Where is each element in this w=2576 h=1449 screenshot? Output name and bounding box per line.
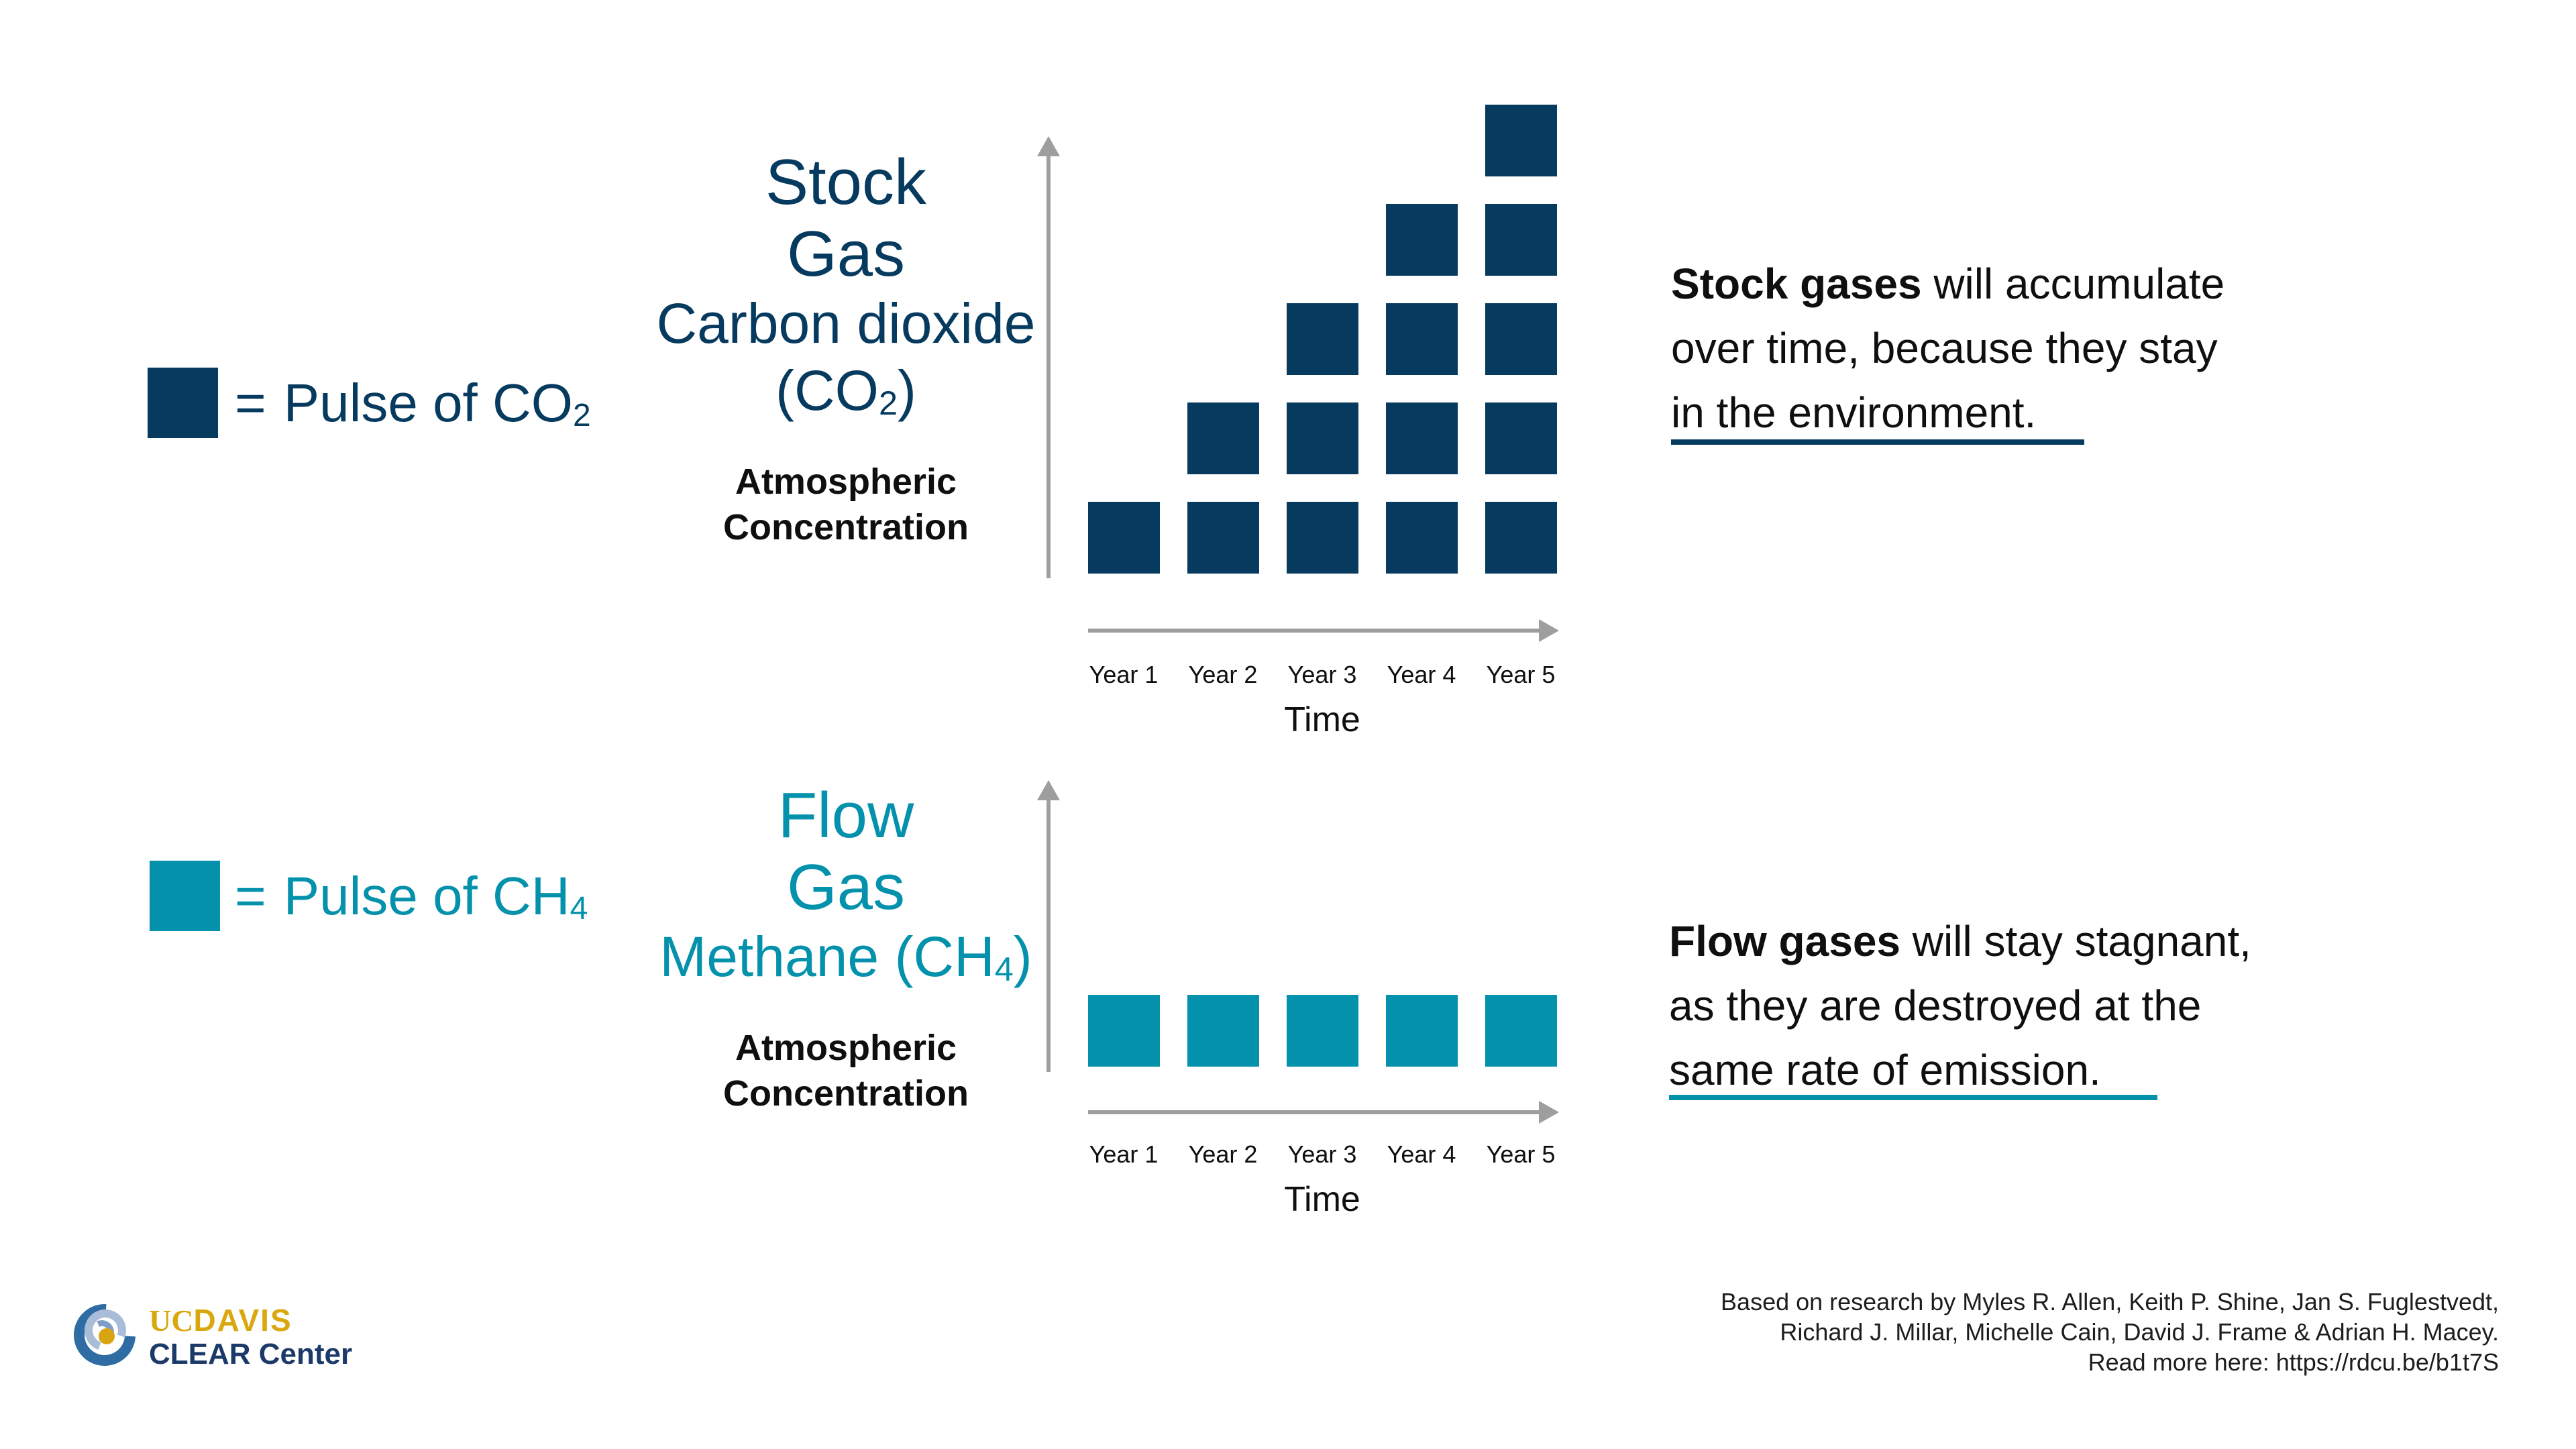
unit-square xyxy=(1187,502,1259,574)
year-tick-label: Year 2 xyxy=(1188,661,1258,688)
unit-square xyxy=(1485,105,1557,176)
stock-x-axis-arrowhead-icon xyxy=(1539,619,1559,642)
flow-x-axis-tick-labels: Year 1 Year 2 Year 3 Year 4 Year 5 xyxy=(1074,1140,1570,1169)
unit-square xyxy=(1386,303,1458,375)
ucdavis-clear-center-logo: UCDAVIS CLEAR Center xyxy=(61,1291,352,1379)
stock-title-line2: Gas xyxy=(786,218,906,290)
unit-square xyxy=(1386,402,1458,474)
year-tick-label: Year 3 xyxy=(1287,1140,1357,1168)
unit-square xyxy=(1386,995,1458,1067)
square-column xyxy=(1287,303,1358,574)
unit-square xyxy=(1485,204,1557,276)
year-tick-label: Year 4 xyxy=(1387,661,1456,688)
unit-square xyxy=(1485,402,1557,474)
flow-y-axis-arrowhead-icon xyxy=(1037,780,1060,800)
stock-gas-formula: (CO2) xyxy=(775,359,916,423)
unit-square xyxy=(1187,402,1259,474)
flow-gas-name: Methane (CH4) xyxy=(659,925,1032,989)
stock-y-axis xyxy=(1046,154,1051,578)
flow-description-underline xyxy=(1669,1095,2157,1100)
square-column xyxy=(1088,995,1160,1067)
logo-wordmark: UCDAVIS CLEAR Center xyxy=(149,1304,352,1372)
flow-y-axis xyxy=(1046,798,1051,1072)
square-column xyxy=(1187,402,1259,574)
clear-center-wordmark: CLEAR Center xyxy=(149,1338,353,1371)
citation-line2: Richard J. Millar, Michelle Cain, David … xyxy=(1780,1318,2499,1346)
square-column xyxy=(1386,204,1458,574)
flow-title-line2: Gas xyxy=(786,851,906,923)
stock-gas-name: Carbon dioxide xyxy=(656,292,1036,355)
flow-x-axis xyxy=(1088,1110,1539,1114)
year-tick-label: Year 5 xyxy=(1486,661,1556,688)
year-tick-label: Year 2 xyxy=(1188,1140,1258,1168)
co2-legend-label: = Pulse of CO2 xyxy=(235,373,591,433)
unit-square xyxy=(1386,502,1458,574)
unit-square xyxy=(1287,402,1358,474)
flow-x-axis-title: Time xyxy=(1284,1180,1360,1219)
unit-square xyxy=(1485,995,1557,1067)
year-tick-label: Year 1 xyxy=(1089,661,1159,688)
unit-square xyxy=(1287,303,1358,375)
unit-square xyxy=(1287,502,1358,574)
ucdavis-wordmark: UCDAVIS xyxy=(149,1303,292,1338)
year-tick-label: Year 5 xyxy=(1486,1140,1556,1168)
ch4-legend-label: = Pulse of CH4 xyxy=(235,866,588,926)
flow-chart-squares xyxy=(1088,995,1557,1067)
stock-chart-squares xyxy=(1088,105,1557,574)
co2-legend-swatch xyxy=(148,368,218,438)
citation-line3: Read more here: https://rdcu.be/b1t7S xyxy=(2088,1348,2499,1376)
unit-square xyxy=(1386,204,1458,276)
stock-x-axis-title: Time xyxy=(1284,700,1360,739)
year-tick-label: Year 4 xyxy=(1387,1140,1456,1168)
stock-y-axis-label: Atmospheric Concentration xyxy=(722,462,969,547)
square-column xyxy=(1386,995,1458,1067)
stock-y-axis-arrowhead-icon xyxy=(1037,136,1060,156)
flow-y-axis-label: Atmospheric Concentration xyxy=(722,1028,969,1114)
square-column xyxy=(1485,995,1557,1067)
equals-sign: = xyxy=(235,866,266,926)
citation: Based on research by Myles R. Allen, Kei… xyxy=(1627,1287,2499,1377)
stock-title-block: Stock Gas Carbon dioxide (CO2) Atmospher… xyxy=(611,146,1081,550)
year-tick-label: Year 3 xyxy=(1287,661,1357,688)
stock-x-axis-tick-labels: Year 1 Year 2 Year 3 Year 4 Year 5 xyxy=(1074,661,1570,689)
unit-square xyxy=(1287,995,1358,1067)
stock-description: Stock gases will accumulate over time, b… xyxy=(1671,260,2225,437)
square-column xyxy=(1485,105,1557,574)
unit-square xyxy=(1088,502,1160,574)
square-column xyxy=(1187,995,1259,1067)
stock-x-axis xyxy=(1088,629,1539,633)
citation-line1: Based on research by Myles R. Allen, Kei… xyxy=(1721,1288,2499,1316)
ch4-legend-swatch xyxy=(150,861,220,931)
clear-center-swirl-icon xyxy=(61,1291,148,1379)
flow-description: Flow gases will stay stagnant, as they a… xyxy=(1669,917,2251,1094)
flow-title-block: Flow Gas Methane (CH4) Atmospheric Conce… xyxy=(611,780,1081,1116)
stock-title-line1: Stock xyxy=(765,146,927,218)
unit-square xyxy=(1485,502,1557,574)
stock-description-underline xyxy=(1671,439,2084,445)
unit-square xyxy=(1485,303,1557,375)
square-column xyxy=(1088,502,1160,574)
unit-square xyxy=(1187,995,1259,1067)
flow-title-line1: Flow xyxy=(777,780,914,851)
flow-x-axis-arrowhead-icon xyxy=(1539,1101,1559,1124)
square-column xyxy=(1287,995,1358,1067)
unit-square xyxy=(1088,995,1160,1067)
year-tick-label: Year 1 xyxy=(1089,1140,1159,1168)
equals-sign: = xyxy=(235,373,266,433)
